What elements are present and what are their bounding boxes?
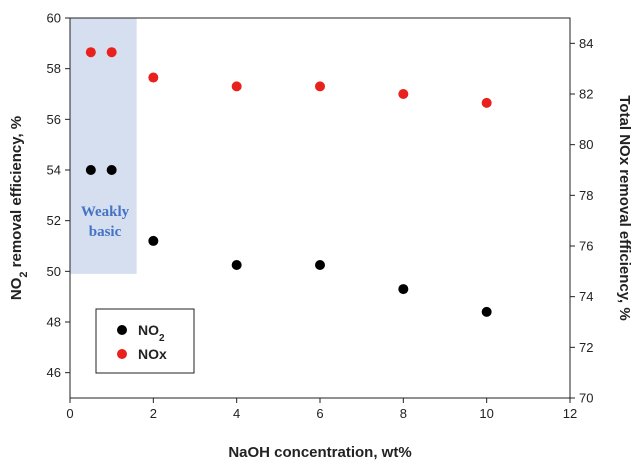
legend-label-no2: NO2 [138,322,165,344]
annotation-line-2: basic [89,224,122,240]
x-tick-label: 2 [150,406,157,421]
shaded-region [70,18,137,274]
y-axis-left-title: NO2 removal efficiency, % [8,116,30,300]
x-tick-label: 4 [233,406,240,421]
data-point-no2 [106,165,117,175]
data-point-nox [85,47,96,58]
x-tick-label: 12 [563,406,577,421]
y-left-tick-label: 48 [47,315,61,330]
annotation-line-1: Weakly [81,204,130,220]
legend-label-nox: NOx [138,346,167,362]
y-left-tick-label: 58 [47,61,61,76]
x-tick-label: 10 [479,406,493,421]
x-tick-label: 8 [400,406,407,421]
y-right-tick-label: 84 [579,36,593,51]
data-point-nox [481,97,492,108]
y-left-tick-label: 50 [47,264,61,279]
data-point-no2 [148,235,159,246]
x-tick-label: 6 [316,406,323,421]
data-point-nox [106,47,117,58]
y-left-tick-label: 60 [47,11,61,26]
legend-box [95,308,195,374]
legend: NO2 NOx [95,308,195,374]
y-axis-right-title: Total NOx removal efficiency, % [616,95,633,320]
data-point-nox [315,81,325,92]
data-point-nox [398,89,409,99]
y-left-tick-label: 56 [47,112,61,127]
data-point-no2 [481,306,492,317]
x-tick-label: 0 [66,406,73,421]
y-left-tick-label: 46 [47,365,61,380]
data-point-no2 [315,260,325,270]
y-left-tick-label: 52 [47,213,61,228]
data-point-no2 [231,260,242,270]
y-right-tick-label: 80 [579,137,593,152]
data-point-no2 [398,284,409,295]
y-right-tick-label: 76 [579,239,593,254]
data-point-nox [231,81,242,92]
data-point-no2 [85,165,96,175]
y-right-tick-label: 78 [579,188,593,203]
y-right-tick-label: 74 [579,289,593,304]
data-point-nox [148,72,159,83]
y-right-tick-label: 82 [579,87,593,102]
y-right-tick-label: 70 [579,391,593,406]
legend-marker-no2 [117,325,127,335]
y-right-tick-label: 72 [579,340,593,355]
x-axis-title: NaOH concentration, wt% [228,444,411,461]
legend-marker-nox [117,349,127,359]
y-left-tick-label: 54 [47,163,61,178]
